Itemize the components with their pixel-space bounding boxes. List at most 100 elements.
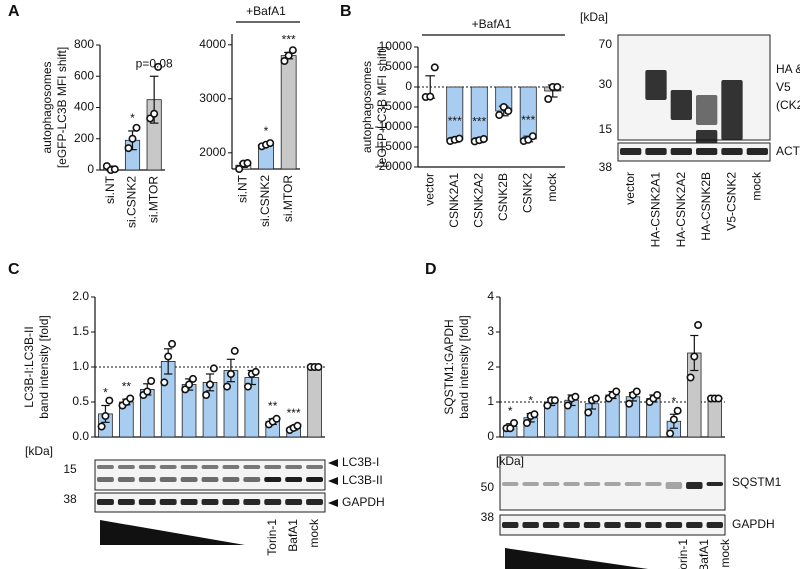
data-point xyxy=(543,401,552,410)
blot-label: SQSTM1 xyxy=(732,475,782,489)
band xyxy=(159,477,177,482)
band xyxy=(97,465,114,469)
significance-label: * xyxy=(264,124,269,138)
blot-label: GAPDH xyxy=(342,495,385,509)
band xyxy=(645,70,667,100)
data-point xyxy=(101,411,110,420)
y-tick-label: 600 xyxy=(74,68,94,82)
band xyxy=(306,499,323,505)
data-point xyxy=(666,429,675,438)
data-point xyxy=(571,392,580,401)
significance-label: *** xyxy=(472,114,486,128)
band xyxy=(502,482,519,486)
band xyxy=(624,482,642,486)
panel-letter: D xyxy=(425,261,437,278)
band xyxy=(583,522,601,528)
data-point xyxy=(690,352,699,361)
band xyxy=(721,80,743,140)
data-point xyxy=(124,144,133,153)
significance-label: p=0.08 xyxy=(136,56,173,70)
data-point xyxy=(132,123,141,132)
data-point xyxy=(110,165,119,174)
data-point xyxy=(563,401,572,410)
band xyxy=(665,522,683,528)
bar xyxy=(280,55,297,170)
band xyxy=(285,477,303,482)
band xyxy=(97,477,114,482)
band xyxy=(563,522,580,528)
band xyxy=(746,148,768,155)
y-tick-label: 400 xyxy=(74,100,94,114)
data-point xyxy=(280,56,289,65)
band xyxy=(285,499,303,505)
band xyxy=(264,465,282,469)
y-tick-label: 1.5 xyxy=(72,324,89,338)
label-arrow xyxy=(328,499,338,507)
band xyxy=(583,482,601,486)
data-point xyxy=(714,394,723,403)
band xyxy=(222,465,240,469)
band xyxy=(696,95,718,125)
band xyxy=(201,499,219,505)
data-point xyxy=(226,369,235,378)
data-point xyxy=(530,410,539,419)
band xyxy=(624,522,642,528)
significance-label: * xyxy=(528,394,533,408)
significance-label: *** xyxy=(287,406,301,420)
data-point xyxy=(653,390,662,399)
y-tick-label: 0.0 xyxy=(72,429,89,443)
data-point xyxy=(510,418,519,427)
band xyxy=(117,477,135,482)
kda-marker: 70 xyxy=(599,37,613,51)
kda-header: [kDa] xyxy=(25,444,53,458)
band xyxy=(620,148,642,155)
x-tick-label: vector xyxy=(422,173,436,206)
data-point xyxy=(528,132,537,141)
lane-label: mock xyxy=(750,171,764,201)
data-point xyxy=(479,135,488,144)
band xyxy=(222,499,240,505)
y-tick-label: 0 xyxy=(87,162,94,176)
blot-label: LC3B-I xyxy=(342,455,379,469)
data-point xyxy=(128,134,137,143)
blot-label: HA & xyxy=(776,62,800,76)
x-tick-label: si.NT xyxy=(236,174,250,203)
band xyxy=(243,499,261,505)
band xyxy=(243,465,261,469)
band xyxy=(138,465,156,469)
data-point xyxy=(126,394,135,403)
lane-label: HA-CSNK2A2 xyxy=(674,172,688,248)
band xyxy=(670,148,692,155)
data-point xyxy=(185,380,194,389)
data-point xyxy=(504,107,513,116)
significance-label: * xyxy=(508,404,513,418)
band xyxy=(243,477,261,482)
lane-label: Torin-1 xyxy=(676,539,690,569)
chart-title: +BafA1 xyxy=(246,4,286,18)
data-point xyxy=(243,159,252,168)
x-tick-label: CSNK2A2 xyxy=(471,173,485,228)
band xyxy=(117,499,135,505)
lane-label: BafA1 xyxy=(286,519,300,552)
lane-label: BafA1 xyxy=(697,539,711,569)
data-point xyxy=(430,63,439,72)
bar xyxy=(307,366,322,438)
kda-marker: 38 xyxy=(481,510,495,524)
dose-wedge xyxy=(100,520,245,545)
y-tick-label: 3000 xyxy=(199,91,226,105)
x-tick-label: si.CSNK2 xyxy=(258,175,272,227)
band xyxy=(306,465,323,469)
data-point xyxy=(584,408,593,417)
band xyxy=(159,465,177,469)
data-point xyxy=(669,415,678,424)
y-tick-label: 1 xyxy=(487,394,494,408)
data-point xyxy=(206,380,215,389)
dose-wedge xyxy=(505,548,649,569)
x-tick-label: si.MTOR xyxy=(281,175,295,222)
significance-label: * xyxy=(103,386,108,400)
data-point xyxy=(455,134,464,143)
data-point xyxy=(522,418,531,427)
y-tick-label: 4000 xyxy=(199,37,226,51)
y-axis-label: LC3B-I:LC3B-II xyxy=(22,326,36,407)
